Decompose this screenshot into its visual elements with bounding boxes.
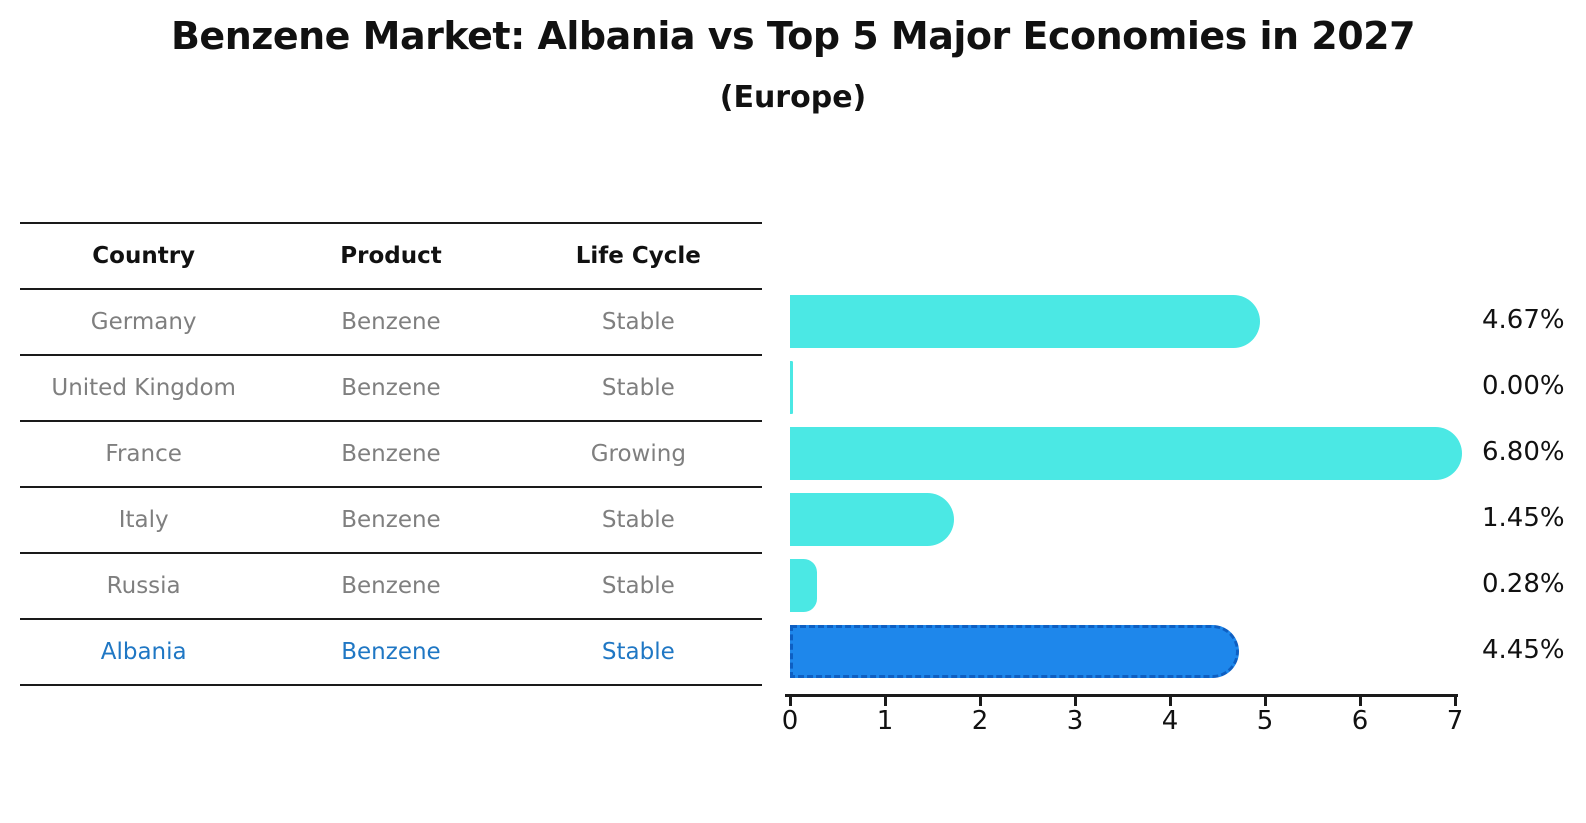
bar-germany	[790, 294, 1260, 348]
table-row: United Kingdom Benzene Stable	[20, 356, 762, 422]
bar-value-label: 0.00%	[1482, 371, 1565, 401]
table-cell-life-cycle: Stable	[601, 507, 675, 533]
table-header-row: Country Product Life Cycle	[20, 224, 762, 290]
table-cell-country: Albania	[100, 639, 187, 665]
table-cell-product: Benzene	[341, 309, 441, 335]
table-header-cell: Life Cycle	[575, 243, 701, 269]
table-cell-life-cycle: Stable	[601, 639, 675, 665]
x-axis-tick-label: 2	[971, 706, 989, 736]
table-row: France Benzene Growing	[20, 422, 762, 488]
x-axis-tick	[978, 697, 982, 706]
x-axis-tick-label: 7	[1446, 706, 1464, 736]
bar-value-label: 0.28%	[1482, 569, 1565, 599]
table-cell-product: Benzene	[341, 507, 441, 533]
table-cell-country: France	[105, 441, 182, 467]
bar-value-label: 1.45%	[1482, 503, 1565, 533]
x-axis-tick	[788, 697, 792, 706]
table-cell-product: Benzene	[341, 639, 441, 665]
bar-value-label: 6.80%	[1482, 437, 1565, 467]
table-cell-country: United Kingdom	[51, 375, 236, 401]
x-axis-line	[785, 694, 1458, 697]
table-cell-life-cycle: Stable	[601, 309, 675, 335]
x-axis-tick-label: 0	[781, 706, 799, 736]
bar-russia	[790, 558, 817, 612]
table-cell-country: Germany	[90, 309, 197, 335]
x-axis-tick	[1263, 697, 1267, 706]
bar-albania	[790, 624, 1239, 678]
table-row: Germany Benzene Stable	[20, 290, 762, 356]
bar-italy	[790, 492, 954, 546]
table-cell-life-cycle: Stable	[601, 375, 675, 401]
table-cell-life-cycle: Stable	[601, 573, 675, 599]
bar-france	[790, 426, 1462, 480]
page-title: Benzene Market: Albania vs Top 5 Major E…	[170, 14, 1416, 58]
bar-value-label: 4.67%	[1482, 305, 1565, 335]
bar-value-label: 4.45%	[1482, 635, 1565, 665]
table-row: Albania Benzene Stable	[20, 620, 762, 686]
x-axis-tick	[883, 697, 887, 706]
x-axis-tick	[1168, 697, 1172, 706]
page-subtitle: (Europe)	[719, 80, 867, 115]
x-axis-tick-label: 6	[1351, 706, 1369, 736]
x-axis-tick-label: 5	[1256, 706, 1274, 736]
bar-united-kingdom	[790, 360, 793, 414]
table-cell-product: Benzene	[341, 375, 441, 401]
table-cell-product: Benzene	[341, 441, 441, 467]
x-axis-tick	[1358, 697, 1362, 706]
x-axis-tick-label: 4	[1161, 706, 1179, 736]
table-cell-life-cycle: Growing	[590, 441, 686, 467]
table-row: Italy Benzene Stable	[20, 488, 762, 554]
table-cell-product: Benzene	[341, 573, 441, 599]
table-row: Russia Benzene Stable	[20, 554, 762, 620]
table-cell-country: Russia	[106, 573, 181, 599]
x-axis-tick	[1453, 697, 1457, 706]
x-axis-tick	[1073, 697, 1077, 706]
table-header-cell: Product	[340, 243, 442, 269]
country-info-table: Country Product Life Cycle Germany Benzene St…	[20, 222, 762, 686]
x-axis-tick-label: 3	[1066, 706, 1084, 736]
x-axis-tick-label: 1	[876, 706, 894, 736]
table-cell-country: Italy	[118, 507, 169, 533]
table-header-cell: Country	[92, 243, 196, 269]
